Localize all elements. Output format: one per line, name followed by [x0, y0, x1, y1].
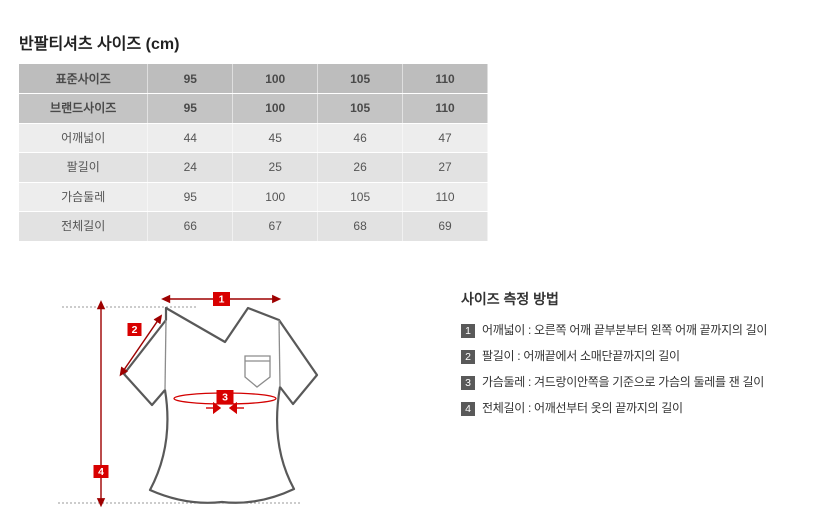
svg-text:4: 4	[98, 466, 104, 478]
svg-text:1: 1	[219, 294, 225, 306]
svg-text:3: 3	[222, 392, 228, 404]
svg-text:2: 2	[132, 324, 138, 336]
